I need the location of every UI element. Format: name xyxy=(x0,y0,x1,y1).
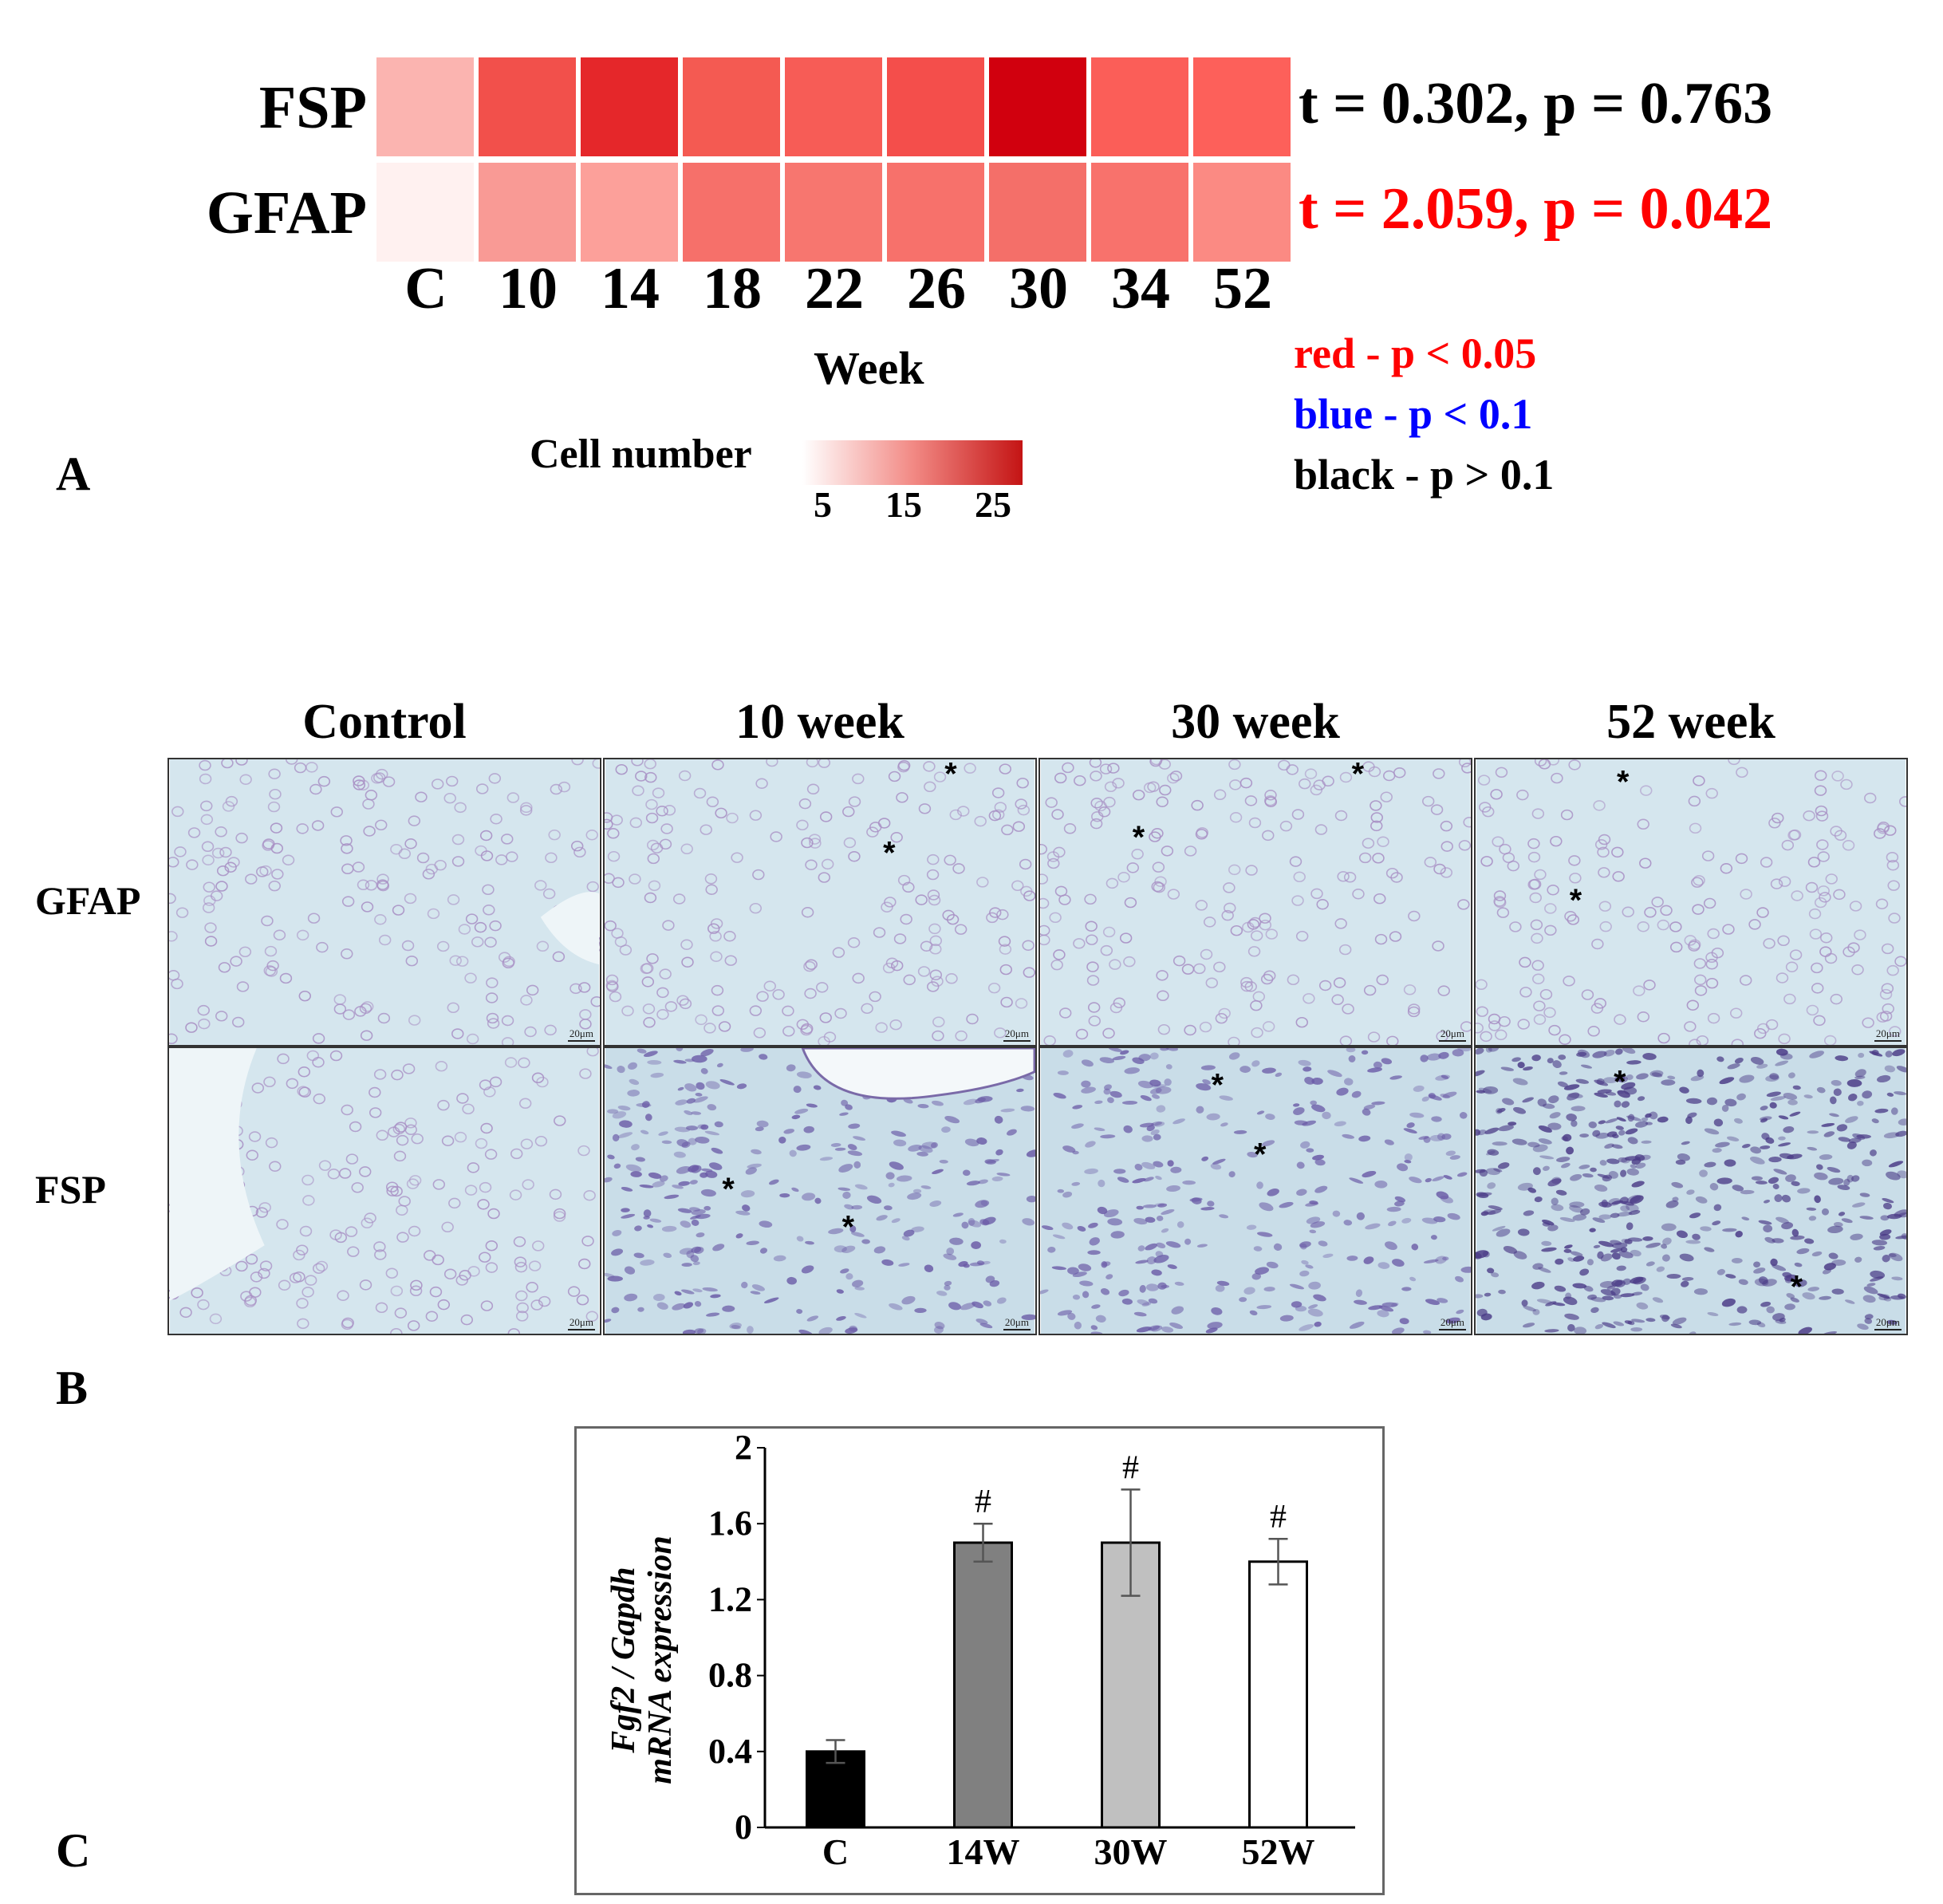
x-category-label: 14W xyxy=(947,1831,1020,1872)
x-category-label: 52W xyxy=(1242,1831,1315,1872)
x-category-label: 30W xyxy=(1094,1831,1168,1872)
y-tick-label: 2 xyxy=(735,1429,752,1467)
cell-marker-asterisk: * xyxy=(722,1172,735,1207)
heatmap-column-label: C xyxy=(404,256,447,321)
y-axis-label-line1: Fgf2 / Gapdh xyxy=(605,1567,642,1753)
colorbar xyxy=(802,440,1023,485)
cell-marker-asterisk: * xyxy=(1254,1137,1267,1172)
heatmap-cell xyxy=(989,57,1086,156)
heatmap-column-label: 14 xyxy=(601,256,660,321)
cell-marker-asterisk: * xyxy=(1614,1064,1626,1099)
micrograph-column-title: 52 week xyxy=(1606,695,1776,749)
scale-bar: 20μm xyxy=(567,1027,595,1042)
micrograph-image: * * 20μm xyxy=(1474,758,1908,1047)
heatmap-cell xyxy=(1091,57,1188,156)
cell-marker-asterisk: * xyxy=(842,1209,855,1244)
heatmap-column-label: 30 xyxy=(1009,256,1068,321)
significance-legend-entry: red - p < 0.05 xyxy=(1294,329,1537,377)
bar xyxy=(953,1541,1013,1829)
heatmap-cell xyxy=(683,57,780,156)
micrograph-column-title: 30 week xyxy=(1171,695,1340,749)
scale-bar: 20μm xyxy=(1874,1316,1902,1330)
cell-marker-asterisk: * xyxy=(1352,759,1365,792)
significance-annotation: # xyxy=(975,1484,991,1520)
heatmap-cell xyxy=(989,163,1086,262)
cell-marker-asterisk: * xyxy=(1617,765,1630,800)
heatmap-cell xyxy=(683,163,780,262)
heatmap-column-label: 26 xyxy=(907,256,966,321)
heatmap-cell xyxy=(1091,163,1188,262)
micrograph-row-title: GFAP xyxy=(35,878,141,923)
micrograph-image: * * 20μm xyxy=(1038,758,1472,1047)
scale-bar: 20μm xyxy=(1438,1316,1466,1330)
y-tick-label: 1.2 xyxy=(708,1579,752,1618)
y-tick-label: 1.6 xyxy=(708,1504,752,1543)
colorbar-tick-label: 5 xyxy=(814,484,832,525)
micrograph-image: 20μm xyxy=(168,1047,601,1335)
y-tick-label: 0.4 xyxy=(708,1732,752,1771)
panel-letter-a: A xyxy=(56,447,91,500)
micrograph-image: * * 20μm xyxy=(1474,1047,1908,1335)
scale-bar: 20μm xyxy=(567,1316,595,1330)
heatmap-row-label: GFAP xyxy=(206,179,367,246)
bar xyxy=(806,1750,865,1829)
scale-bar: 20μm xyxy=(1874,1027,1902,1042)
heatmap-row-statistic: t = 2.059, p = 0.042 xyxy=(1299,176,1773,242)
heatmap-column-label: 10 xyxy=(499,256,558,321)
heatmap-cell xyxy=(887,163,984,262)
colorbar-tick-label: 25 xyxy=(975,484,1011,525)
heatmap-cell xyxy=(887,57,984,156)
bar-chart: Fgf2 / Gapdh mRNA expression 0 0.4 0.8 1.2 1… xyxy=(605,1428,1355,1872)
significance-legend-entry: blue - p < 0.1 xyxy=(1294,390,1533,438)
heatmap-cell xyxy=(785,57,882,156)
cell-marker-asterisk: * xyxy=(1570,883,1582,918)
y-axis-label-line2: mRNA expression xyxy=(642,1535,679,1784)
heatmap-cell xyxy=(479,163,576,262)
y-tick-label: 0.8 xyxy=(708,1656,752,1695)
cell-marker-asterisk: * xyxy=(1791,1270,1803,1305)
y-tick-label: 0 xyxy=(735,1807,752,1847)
heatmap-row-statistic: t = 0.302, p = 0.763 xyxy=(1299,71,1773,136)
micrograph-image: 20μm xyxy=(168,758,601,1047)
bar xyxy=(1248,1560,1308,1829)
significance-annotation: # xyxy=(1122,1449,1139,1486)
micrograph-image: * * 20μm xyxy=(1038,1047,1472,1335)
significance-legend-entry: black - p > 0.1 xyxy=(1294,451,1555,499)
cell-marker-asterisk: * xyxy=(1212,1067,1224,1102)
micrograph-column-title: Control xyxy=(302,695,467,749)
panel-letter-c: C xyxy=(56,1824,91,1877)
heatmap-column-label: 52 xyxy=(1213,256,1272,321)
heatmap-cell xyxy=(785,163,882,262)
panel-letter-b: B xyxy=(56,1362,89,1414)
heatmap-cell xyxy=(376,57,474,156)
colorbar-title: Cell number xyxy=(530,432,752,477)
heatmap-column-label: 34 xyxy=(1111,256,1170,321)
heatmap-x-axis-label: Week xyxy=(814,342,924,394)
heatmap-cell xyxy=(376,163,474,262)
colorbar-tick-label: 15 xyxy=(885,484,922,525)
heatmap-cell xyxy=(581,57,678,156)
cell-marker-asterisk: * xyxy=(1133,820,1145,855)
heatmap-cell xyxy=(1193,163,1291,262)
scale-bar: 20μm xyxy=(1438,1027,1466,1042)
cell-marker-asterisk: * xyxy=(883,836,896,871)
significance-annotation: # xyxy=(1270,1499,1287,1535)
x-category-label: C xyxy=(822,1831,849,1872)
micrograph-column-title: 10 week xyxy=(735,695,905,749)
heatmap-cell xyxy=(1193,57,1291,156)
micrograph-row-title: FSP xyxy=(35,1167,106,1212)
scale-bar: 20μm xyxy=(1003,1316,1031,1330)
heatmap-cell xyxy=(581,163,678,262)
heatmap-cell xyxy=(479,57,576,156)
cell-marker-asterisk: * xyxy=(944,759,957,792)
bar-chart-frame: Fgf2 / Gapdh mRNA expression 0 0.4 0.8 1.2 1… xyxy=(574,1426,1385,1895)
micrograph-image: * * 20μm xyxy=(603,1047,1037,1335)
heatmap-column-label: 18 xyxy=(703,256,762,321)
heatmap-column-label: 22 xyxy=(805,256,864,321)
scale-bar: 20μm xyxy=(1003,1027,1031,1042)
micrograph-image: * * 20μm xyxy=(603,758,1037,1047)
heatmap-row-label: FSP xyxy=(258,74,367,141)
